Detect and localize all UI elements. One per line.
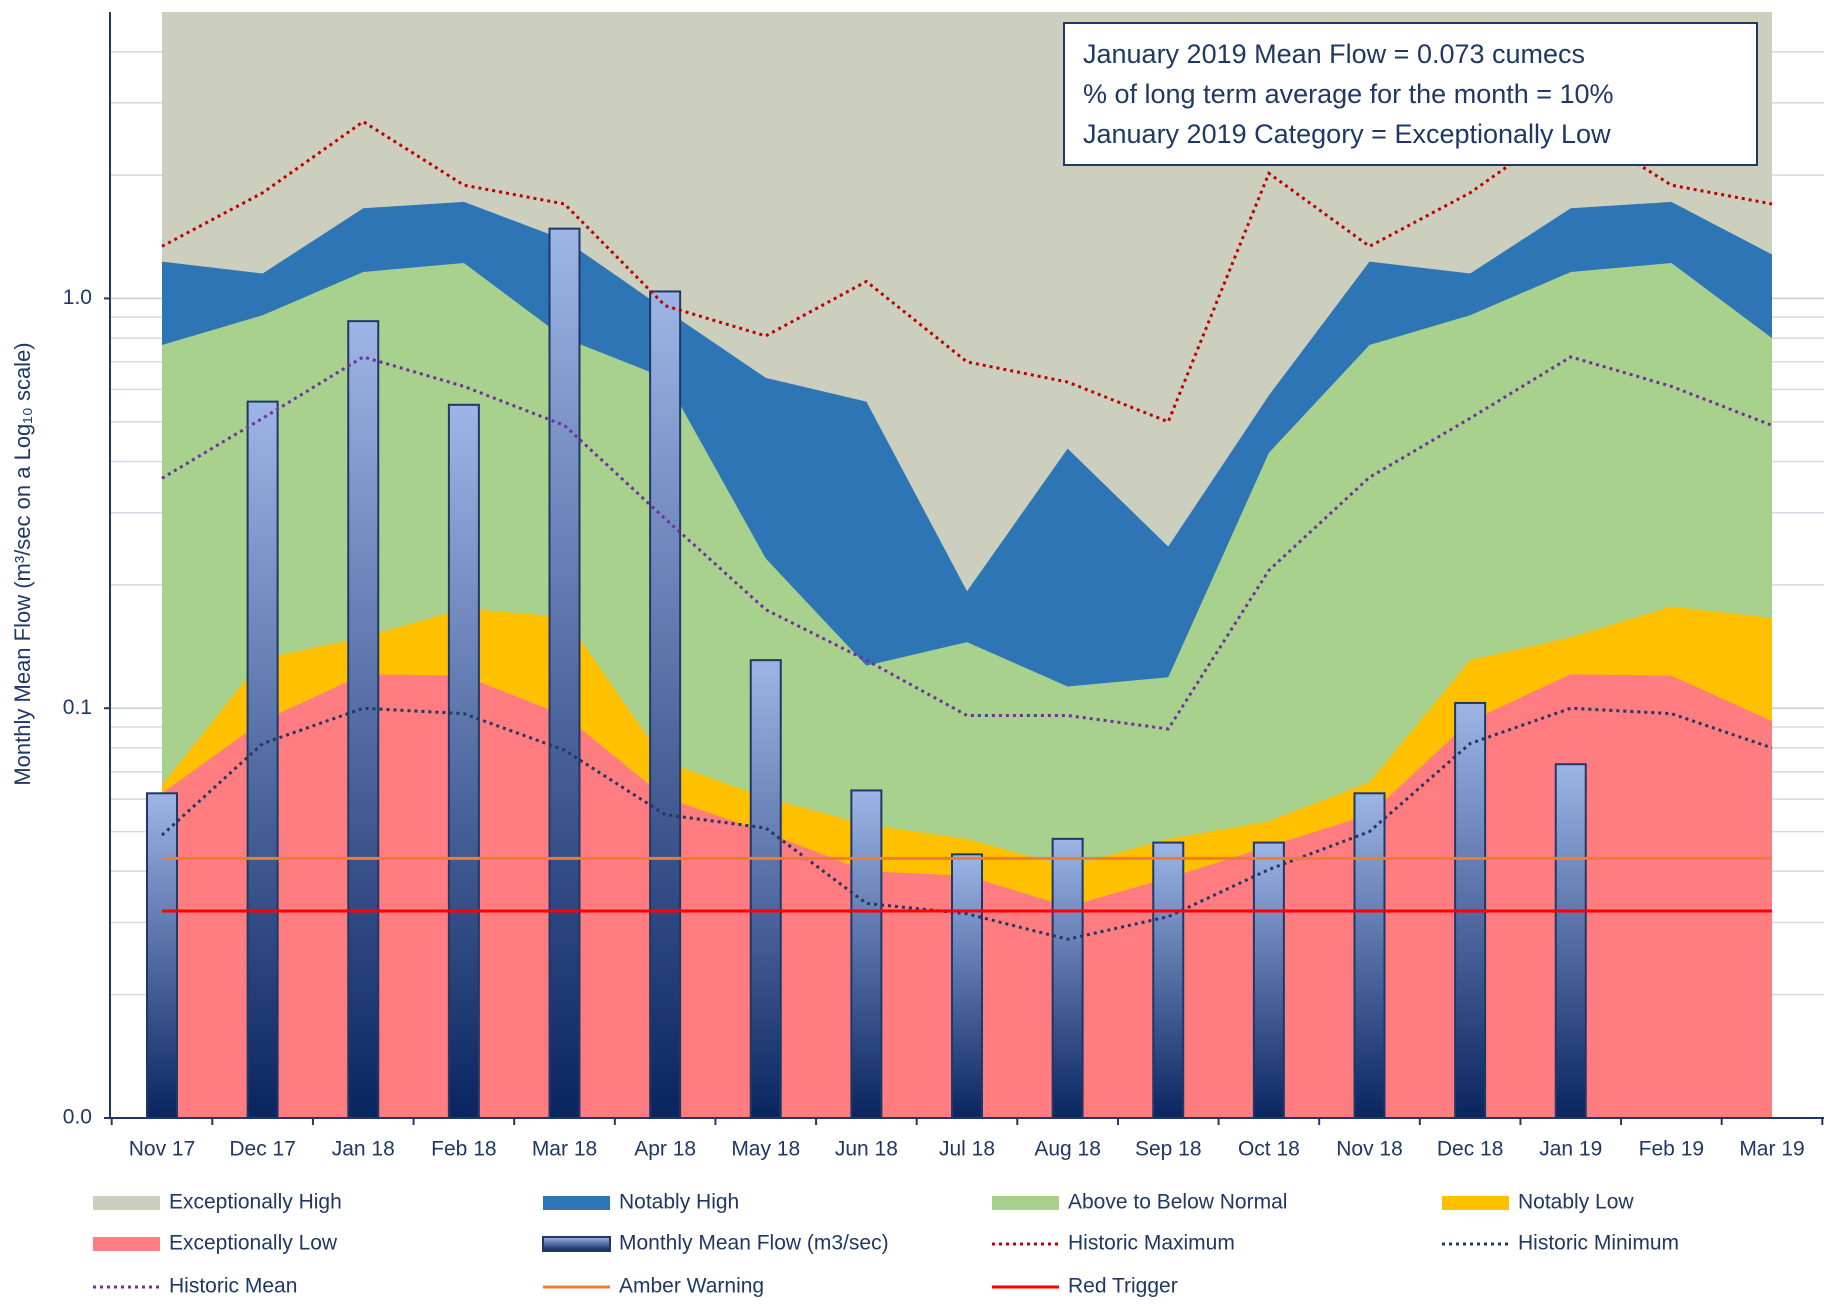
x-tick-label: Nov 17 — [129, 1138, 196, 1161]
x-tick-label: Oct 18 — [1238, 1138, 1300, 1161]
x-tick-label: Dec 18 — [1437, 1138, 1504, 1161]
line — [161, 119, 1773, 424]
legend-swatch — [93, 1237, 160, 1251]
annotation-box — [1063, 22, 1758, 166]
bar — [749, 659, 782, 1119]
legend-label: Exceptionally Low — [169, 1232, 338, 1255]
y-tick-label: 0.0 — [63, 1106, 92, 1129]
x-tick-label: Apr 18 — [634, 1138, 696, 1161]
bar — [1252, 841, 1285, 1119]
legend-swatch — [93, 1196, 160, 1210]
bar — [649, 290, 682, 1119]
legend-swatch — [1442, 1196, 1509, 1210]
x-tick-label: Sep 18 — [1135, 1138, 1202, 1161]
annotation-text: January 2019 Category = Exceptionally Lo… — [1083, 119, 1611, 149]
annotation-text: January 2019 Mean Flow = 0.073 cumecs — [1083, 39, 1585, 69]
legend-label: Historic Minimum — [1518, 1232, 1679, 1255]
bar — [850, 789, 883, 1119]
bar — [146, 792, 178, 1119]
legend-swatch — [992, 1196, 1059, 1210]
legend-swatch — [542, 1236, 611, 1252]
bar — [246, 400, 279, 1119]
x-tick-label: Feb 18 — [431, 1138, 496, 1161]
legend-label: Notably Low — [1518, 1191, 1634, 1214]
x-tick-label: Nov 18 — [1336, 1138, 1403, 1161]
x-tick-label: Aug 18 — [1034, 1138, 1101, 1161]
legend-label: Above to Below Normal — [1068, 1191, 1287, 1214]
annotation-text: % of long term average for the month = 1… — [1083, 79, 1614, 109]
x-tick-label: Jan 18 — [332, 1138, 395, 1161]
bar — [447, 403, 480, 1120]
bar — [1152, 841, 1185, 1119]
x-tick-label: May 18 — [731, 1138, 800, 1161]
x-tick-label: Feb 19 — [1639, 1138, 1704, 1161]
legend-label: Red Trigger — [1068, 1275, 1178, 1298]
y-tick-label: 1.0 — [63, 286, 92, 309]
line — [160, 706, 1773, 941]
x-tick-label: Jan 19 — [1539, 1138, 1602, 1161]
legend-label: Monthly Mean Flow (m3/sec) — [619, 1232, 889, 1255]
y-axis-label: Monthly Mean Flow (m³/sec on a Log₁₀ sca… — [10, 342, 35, 785]
bar — [1554, 763, 1587, 1119]
bar — [1353, 792, 1386, 1119]
legend-label: Exceptionally High — [169, 1191, 342, 1214]
line — [161, 355, 1773, 731]
bar — [951, 853, 983, 1119]
bar — [548, 227, 581, 1119]
legend-label: Historic Mean — [169, 1275, 297, 1298]
legend-label: Amber Warning — [619, 1275, 764, 1298]
x-tick-label: Jul 18 — [939, 1138, 995, 1161]
x-tick-label: Jun 18 — [835, 1138, 898, 1161]
x-tick-label: Mar 19 — [1739, 1138, 1804, 1161]
legend-label: Historic Maximum — [1068, 1232, 1235, 1255]
x-tick-label: Mar 18 — [532, 1138, 597, 1161]
x-tick-label: Dec 17 — [229, 1138, 296, 1161]
legend-label: Notably High — [619, 1191, 739, 1214]
bar — [1051, 837, 1084, 1119]
bar — [347, 320, 380, 1120]
y-tick-label: 0.1 — [63, 696, 92, 719]
legend-swatch — [543, 1196, 610, 1210]
